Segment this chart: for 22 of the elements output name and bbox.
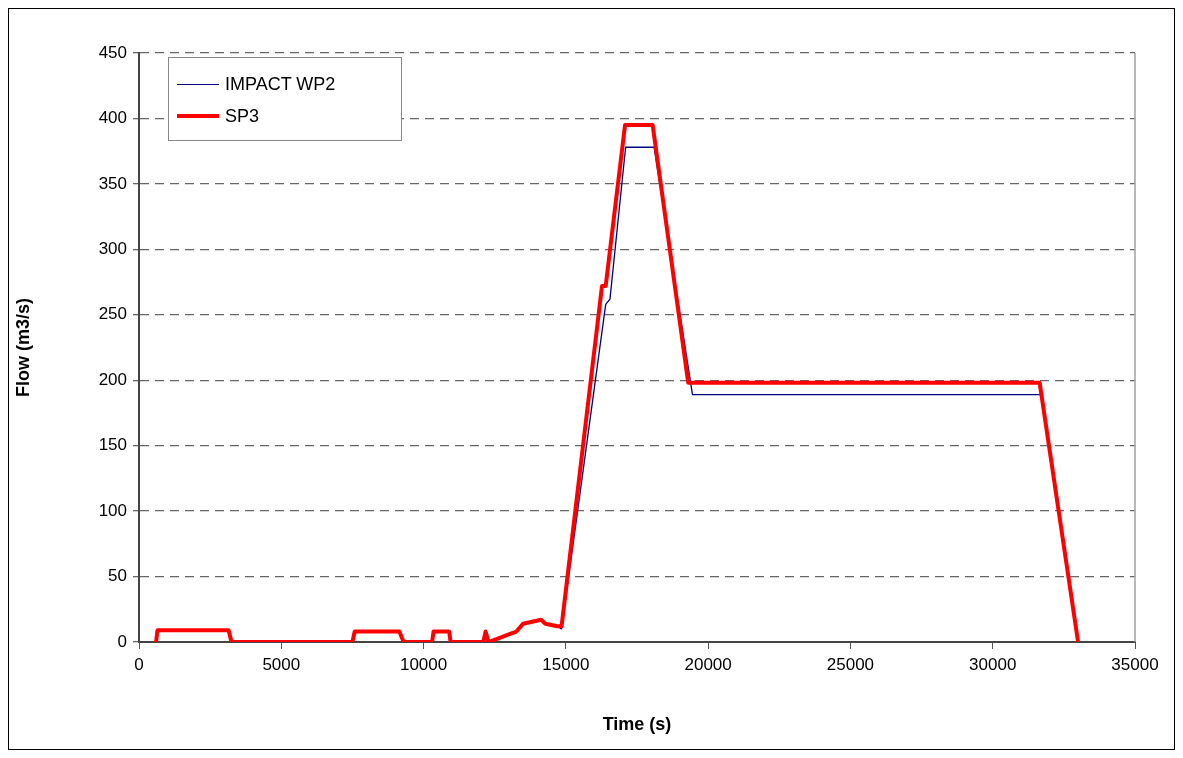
legend-label: IMPACT WP2 (225, 73, 336, 95)
y-tick-label: 50 (108, 566, 127, 586)
x-tick-label: 10000 (399, 654, 448, 674)
y-tick-label: 0 (117, 631, 127, 651)
y-tick-label: 400 (98, 108, 127, 128)
x-axis-title: Time (s) (602, 714, 672, 735)
y-tick-label: 300 (98, 239, 127, 259)
y-tick-label: 450 (98, 42, 127, 62)
x-tick-label: 15000 (542, 654, 590, 674)
y-tick-label: 350 (98, 173, 127, 193)
y-axis-title: Flow (m3/s) (12, 297, 33, 398)
y-tick-label: 200 (98, 369, 127, 389)
y-tick-label: 250 (98, 304, 127, 324)
legend-label: SP3 (225, 105, 260, 127)
y-tick-label: 100 (98, 500, 127, 520)
x-tick-label: 25000 (826, 654, 875, 674)
x-tick-label: 0 (134, 654, 144, 674)
x-tick-label: 5000 (262, 654, 301, 674)
x-tick-label: 30000 (969, 654, 1017, 674)
x-tick-label: 20000 (684, 654, 732, 674)
x-tick-label: 35000 (1111, 654, 1159, 674)
y-tick-label: 150 (98, 435, 127, 455)
